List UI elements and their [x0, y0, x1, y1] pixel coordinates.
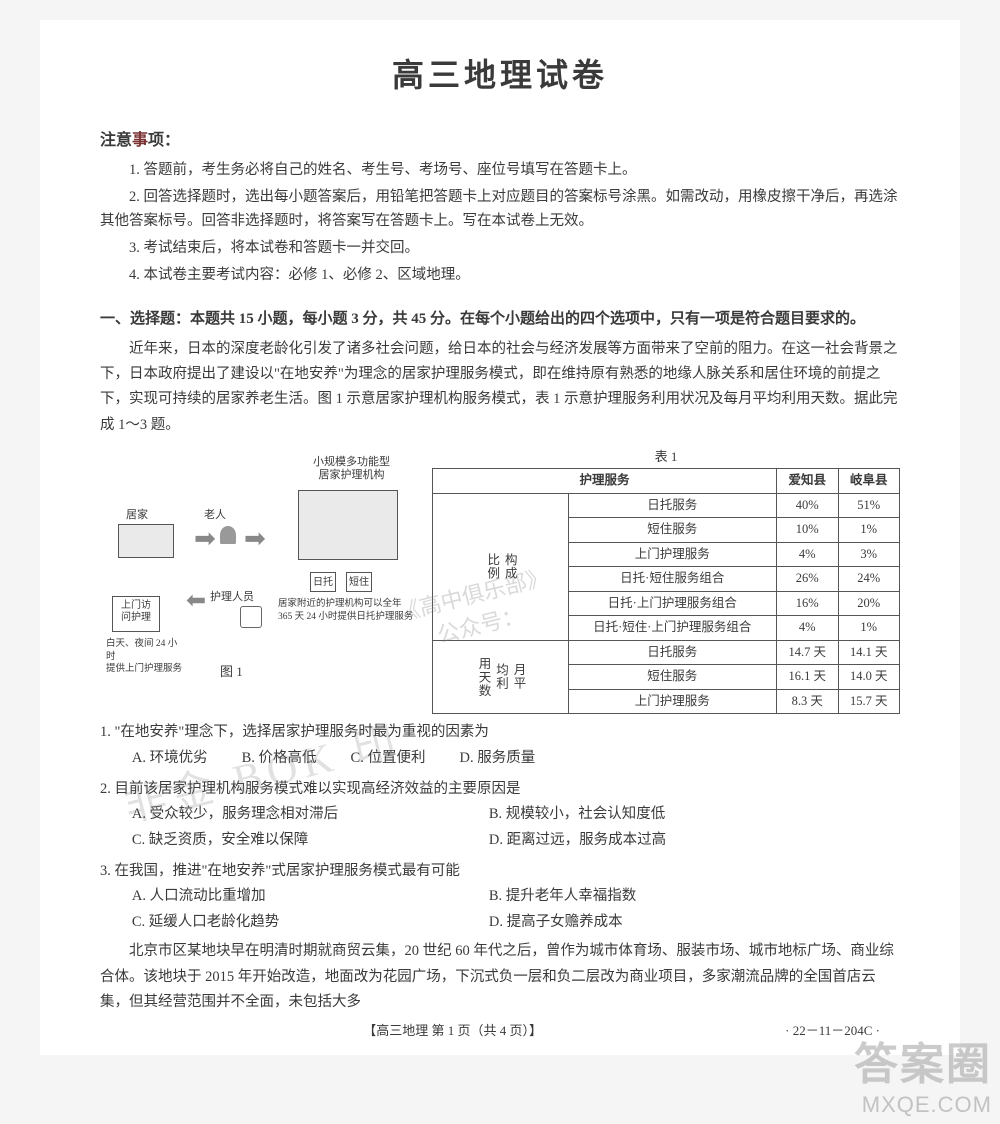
exam-title: 高三地理试卷 [100, 50, 900, 96]
cell-value: 51% [838, 493, 900, 518]
notice-prefix: 注意 [100, 132, 132, 149]
visit-subtitle: 白天、夜间 24 小时 提供上门护理服务 [106, 638, 186, 675]
cell-label: 上门护理服务 [568, 689, 777, 714]
cell-value: 8.3 天 [777, 689, 838, 714]
question-3: 3. 在我国，推进"在地安养"式居家护理服务模式最有可能 [100, 859, 900, 884]
cell-value: 16.1 天 [777, 665, 838, 690]
cell-value: 4% [777, 616, 838, 641]
arrow-right-2-icon: ➡ [244, 524, 266, 554]
option-b: B. 价格高低 [242, 746, 317, 771]
option-d: D. 提高子女赡养成本 [489, 910, 842, 935]
home-label: 居家 [126, 506, 148, 522]
th-service: 护理服务 [433, 469, 777, 494]
table-1: 护理服务 爱知县 岐阜县 构成 比例 日托服务 40% 51% 短住服务 10%… [432, 468, 900, 714]
question-1-options: A. 环境优劣 B. 价格高低 C. 位置便利 D. 服务质量 [132, 746, 900, 771]
cell-value: 14.1 天 [838, 640, 900, 665]
notice-item-2: 2. 回答选择题时，选出每小题答案后，用铅笔把答题卡上对应题目的答案标号涂黑。如… [100, 185, 900, 234]
question-3-stem: 3. 在我国，推进"在地安养"式居家护理服务模式最有可能 [100, 863, 460, 879]
arrow-left-icon: ⬅ [186, 586, 206, 615]
cell-label: 短住服务 [568, 518, 777, 543]
notice-item-3: 3. 考试结束后，将本试卷和答题卡一并交回。 [100, 236, 900, 261]
question-3-options: A. 人口流动比重增加 B. 提升老年人幸福指数 C. 延缓人口老龄化趋势 D.… [132, 884, 900, 935]
diagram-figure-1: 居家 小规模多功能型 居家护理机构 老人 ➡ ➡ 护理人员 ⬅ 上门访 问护理 … [100, 446, 420, 706]
option-b: B. 提升老年人幸福指数 [489, 884, 842, 909]
passage-2: 北京市区某地块早在明清时期就商贸云集，20 世纪 60 年代之后，曾作为城市体育… [100, 939, 900, 1015]
cell-value: 40% [777, 493, 838, 518]
cell-label: 短住服务 [568, 665, 777, 690]
th-county-1: 爱知县 [777, 469, 838, 494]
notice-accent: 事 [132, 132, 148, 149]
question-1: 1. "在地安养"理念下，选择居家护理服务时最为重视的因素为 [100, 720, 900, 745]
question-2-stem: 2. 目前该居家护理机构服务模式难以实现高经济效益的主要原因是 [100, 781, 521, 797]
option-d: D. 服务质量 [459, 746, 535, 771]
th-county-2: 岐阜县 [838, 469, 900, 494]
table-row: 月平 均利 用天数 日托服务 14.7 天 14.1 天 [433, 640, 900, 665]
cell-value: 1% [838, 518, 900, 543]
facility-tag-1: 日托 [310, 572, 336, 592]
notice-header: 注意事项： [100, 126, 900, 150]
facility-shape [298, 490, 398, 560]
table-header-row: 护理服务 爱知县 岐阜县 [433, 469, 900, 494]
notice-item-1: 1. 答题前，考生务必将自己的姓名、考生号、考场号、座位号填写在答题卡上。 [100, 158, 900, 183]
table-1-container: 表 1 护理服务 爱知县 岐阜县 构成 比例 日托服务 40% 51% 短住服务… [432, 446, 900, 714]
figure-1-caption: 图 1 [220, 661, 243, 680]
cell-value: 14.7 天 [777, 640, 838, 665]
facility-label: 小规模多功能型 居家护理机构 [304, 456, 399, 482]
facility-subtitle: 居家附近的护理机构可以全年 365 天 24 小时提供日托护理服务 [278, 598, 418, 623]
question-2-options: A. 受众较少，服务理念相对滞后 B. 规模较小，社会认知度低 C. 缺乏资质，… [132, 802, 900, 853]
arrow-right-icon: ➡ [194, 524, 216, 554]
passage-1: 近年来，日本的深度老龄化引发了诸多社会问题，给日本的社会与经济发展等方面带来了空… [100, 337, 900, 439]
cell-value: 3% [838, 542, 900, 567]
exam-page: 高三地理试卷 注意事项： 1. 答题前，考生务必将自己的姓名、考生号、考场号、座… [40, 20, 960, 1055]
option-a: A. 环境优劣 [132, 746, 208, 771]
cell-value: 26% [777, 567, 838, 592]
cell-label: 上门护理服务 [568, 542, 777, 567]
option-c: C. 延缓人口老龄化趋势 [132, 910, 485, 935]
page-footer: 【高三地理 第 1 页（共 4 页）】 · 22－11－204C · [40, 1020, 960, 1039]
question-2: 2. 目前该居家护理机构服务模式难以实现高经济效益的主要原因是 [100, 777, 900, 802]
table-1-caption: 表 1 [432, 446, 900, 465]
option-d: D. 距离过远，服务成本过高 [489, 828, 842, 853]
cell-value: 24% [838, 567, 900, 592]
diagram-container: 居家 小规模多功能型 居家护理机构 老人 ➡ ➡ 护理人员 ⬅ 上门访 问护理 … [100, 446, 420, 706]
cell-value: 16% [777, 591, 838, 616]
cell-value: 14.0 天 [838, 665, 900, 690]
cell-label: 日托服务 [568, 493, 777, 518]
footer-right: · 22－11－204C · [785, 1020, 880, 1039]
cell-value: 1% [838, 616, 900, 641]
facility-tag-2: 短住 [346, 572, 372, 592]
cell-value: 15.7 天 [838, 689, 900, 714]
elder-label: 老人 [204, 506, 226, 522]
visit-box: 上门访 问护理 [112, 596, 160, 632]
corner-watermark-url: MXQE.COM [854, 1092, 992, 1118]
nurse-label: 护理人员 [210, 588, 254, 604]
notice-suffix: 项： [148, 132, 180, 149]
cell-label: 日托服务 [568, 640, 777, 665]
cell-label: 日托·上门护理服务组合 [568, 591, 777, 616]
home-shape [118, 524, 174, 558]
option-a: A. 受众较少，服务理念相对滞后 [132, 802, 485, 827]
option-b: B. 规模较小，社会认知度低 [489, 802, 842, 827]
question-1-stem: 1. "在地安养"理念下，选择居家护理服务时最为重视的因素为 [100, 724, 489, 740]
group-1-label: 构成 比例 [433, 493, 569, 640]
cell-value: 4% [777, 542, 838, 567]
section-1-header: 一、选择题：本题共 15 小题，每小题 3 分，共 45 分。在每个小题给出的四… [100, 307, 900, 333]
wheelchair-icon [240, 606, 262, 628]
option-c: C. 位置便利 [351, 746, 426, 771]
cell-label: 日托·短住服务组合 [568, 567, 777, 592]
cell-value: 20% [838, 591, 900, 616]
option-c: C. 缺乏资质，安全难以保障 [132, 828, 485, 853]
cell-value: 10% [777, 518, 838, 543]
footer-center: 【高三地理 第 1 页（共 4 页）】 [363, 1020, 542, 1039]
cell-label: 日托·短住·上门护理服务组合 [568, 616, 777, 641]
person-icon [220, 526, 236, 544]
figure-table-row: 居家 小规模多功能型 居家护理机构 老人 ➡ ➡ 护理人员 ⬅ 上门访 问护理 … [100, 446, 900, 714]
notice-item-4: 4. 本试卷主要考试内容：必修 1、必修 2、区域地理。 [100, 263, 900, 288]
option-a: A. 人口流动比重增加 [132, 884, 485, 909]
group-2-label: 月平 均利 用天数 [433, 640, 569, 714]
table-row: 构成 比例 日托服务 40% 51% [433, 493, 900, 518]
